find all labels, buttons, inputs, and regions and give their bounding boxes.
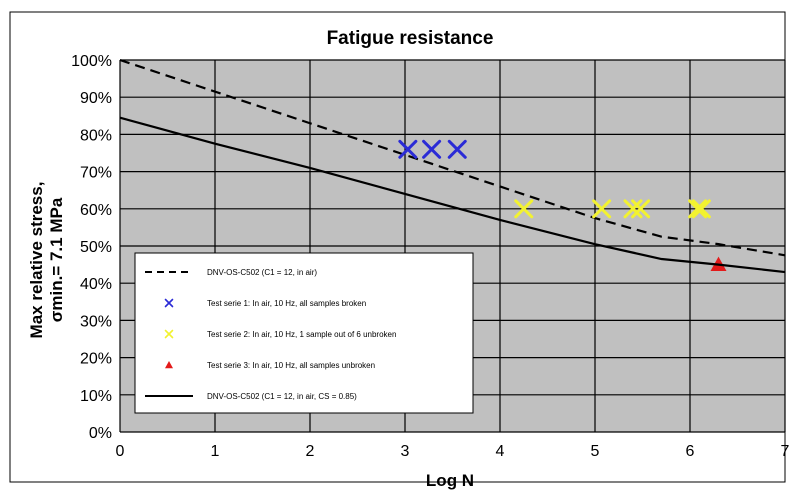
data-point-serie-2 [623, 199, 643, 219]
y-tick-label: 90% [80, 90, 112, 107]
y-tick-label: 70% [80, 165, 112, 182]
x-tick-label: 7 [781, 443, 790, 460]
legend-item: Test serie 2: In air, 10 Hz, 1 sample ou… [164, 329, 396, 339]
x-axis-title: Log N [426, 471, 474, 490]
legend-label: DNV-OS-C502 (C1 = 12, in air) [207, 268, 317, 277]
x-tick-label: 6 [686, 443, 695, 460]
ticks-layer: 0 1 2 3 4 5 6 70%10%20%30%40%50%60%70%80%90%100… [71, 53, 789, 460]
y-tick-label: 40% [80, 276, 112, 293]
legend-item: DNV-OS-C502 (C1 = 12, in air) [145, 268, 317, 277]
y-tick-label: 30% [80, 313, 112, 330]
y-axis-title-line-1: Max relative stress, [27, 182, 46, 339]
x-tick-label: 3 [401, 443, 410, 460]
data-point-serie-2 [691, 199, 711, 219]
series-line-dnv-solid [119, 116, 786, 274]
y-tick-label: 100% [71, 53, 112, 70]
legend-box [134, 252, 474, 414]
x-tick-label: 0 [116, 443, 125, 460]
legend-label: Test serie 1: In air, 10 Hz, all samples… [207, 299, 366, 308]
y-tick-label: 10% [80, 388, 112, 405]
y-axis-title: Max relative stress, σmin.= 7.1 MPa [27, 182, 66, 339]
data-point-serie-1 [422, 139, 442, 159]
data-point-serie-2 [514, 199, 534, 219]
legend: DNV-OS-C502 (C1 = 12, in air) Test serie … [134, 252, 474, 414]
x-tick-label: 5 [591, 443, 600, 460]
legend-swatch-x [164, 329, 174, 339]
legend-items: DNV-OS-C502 (C1 = 12, in air) Test serie … [145, 268, 396, 401]
data-point-serie-1 [447, 139, 467, 159]
data-point-serie-2 [592, 199, 612, 219]
x-tick-label: 1 [211, 443, 220, 460]
y-tick-label: 80% [80, 127, 112, 144]
x-tick-label: 2 [306, 443, 315, 460]
data-point-serie-1 [398, 139, 418, 159]
x-tick-label: 4 [496, 443, 505, 460]
legend-item: DNV-OS-C502 (C1 = 12, in air, CS = 0.85) [145, 392, 357, 401]
y-tick-label: 20% [80, 351, 112, 368]
y-tick-label: 60% [80, 202, 112, 219]
chart-title: Fatigue resistance [327, 28, 494, 49]
series-layer [119, 58, 786, 274]
y-tick-label: 0% [89, 425, 112, 442]
legend-label: Test serie 3: In air, 10 Hz, all samples… [207, 361, 375, 370]
legend-label: DNV-OS-C502 (C1 = 12, in air, CS = 0.85) [207, 392, 357, 401]
y-axis-title-line-2: σmin.= 7.1 MPa [47, 197, 66, 322]
legend-swatch-x [164, 298, 174, 308]
y-tick-label: 50% [80, 239, 112, 256]
series-line-dnv-dashed [119, 58, 786, 257]
data-point-serie-2 [688, 199, 708, 219]
legend-swatch-triangle [165, 361, 173, 369]
data-point-serie-2 [631, 199, 651, 219]
legend-item: Test serie 1: In air, 10 Hz, all samples… [164, 298, 366, 308]
legend-item: Test serie 3: In air, 10 Hz, all samples… [165, 361, 375, 370]
legend-label: Test serie 2: In air, 10 Hz, 1 sample ou… [207, 330, 396, 339]
